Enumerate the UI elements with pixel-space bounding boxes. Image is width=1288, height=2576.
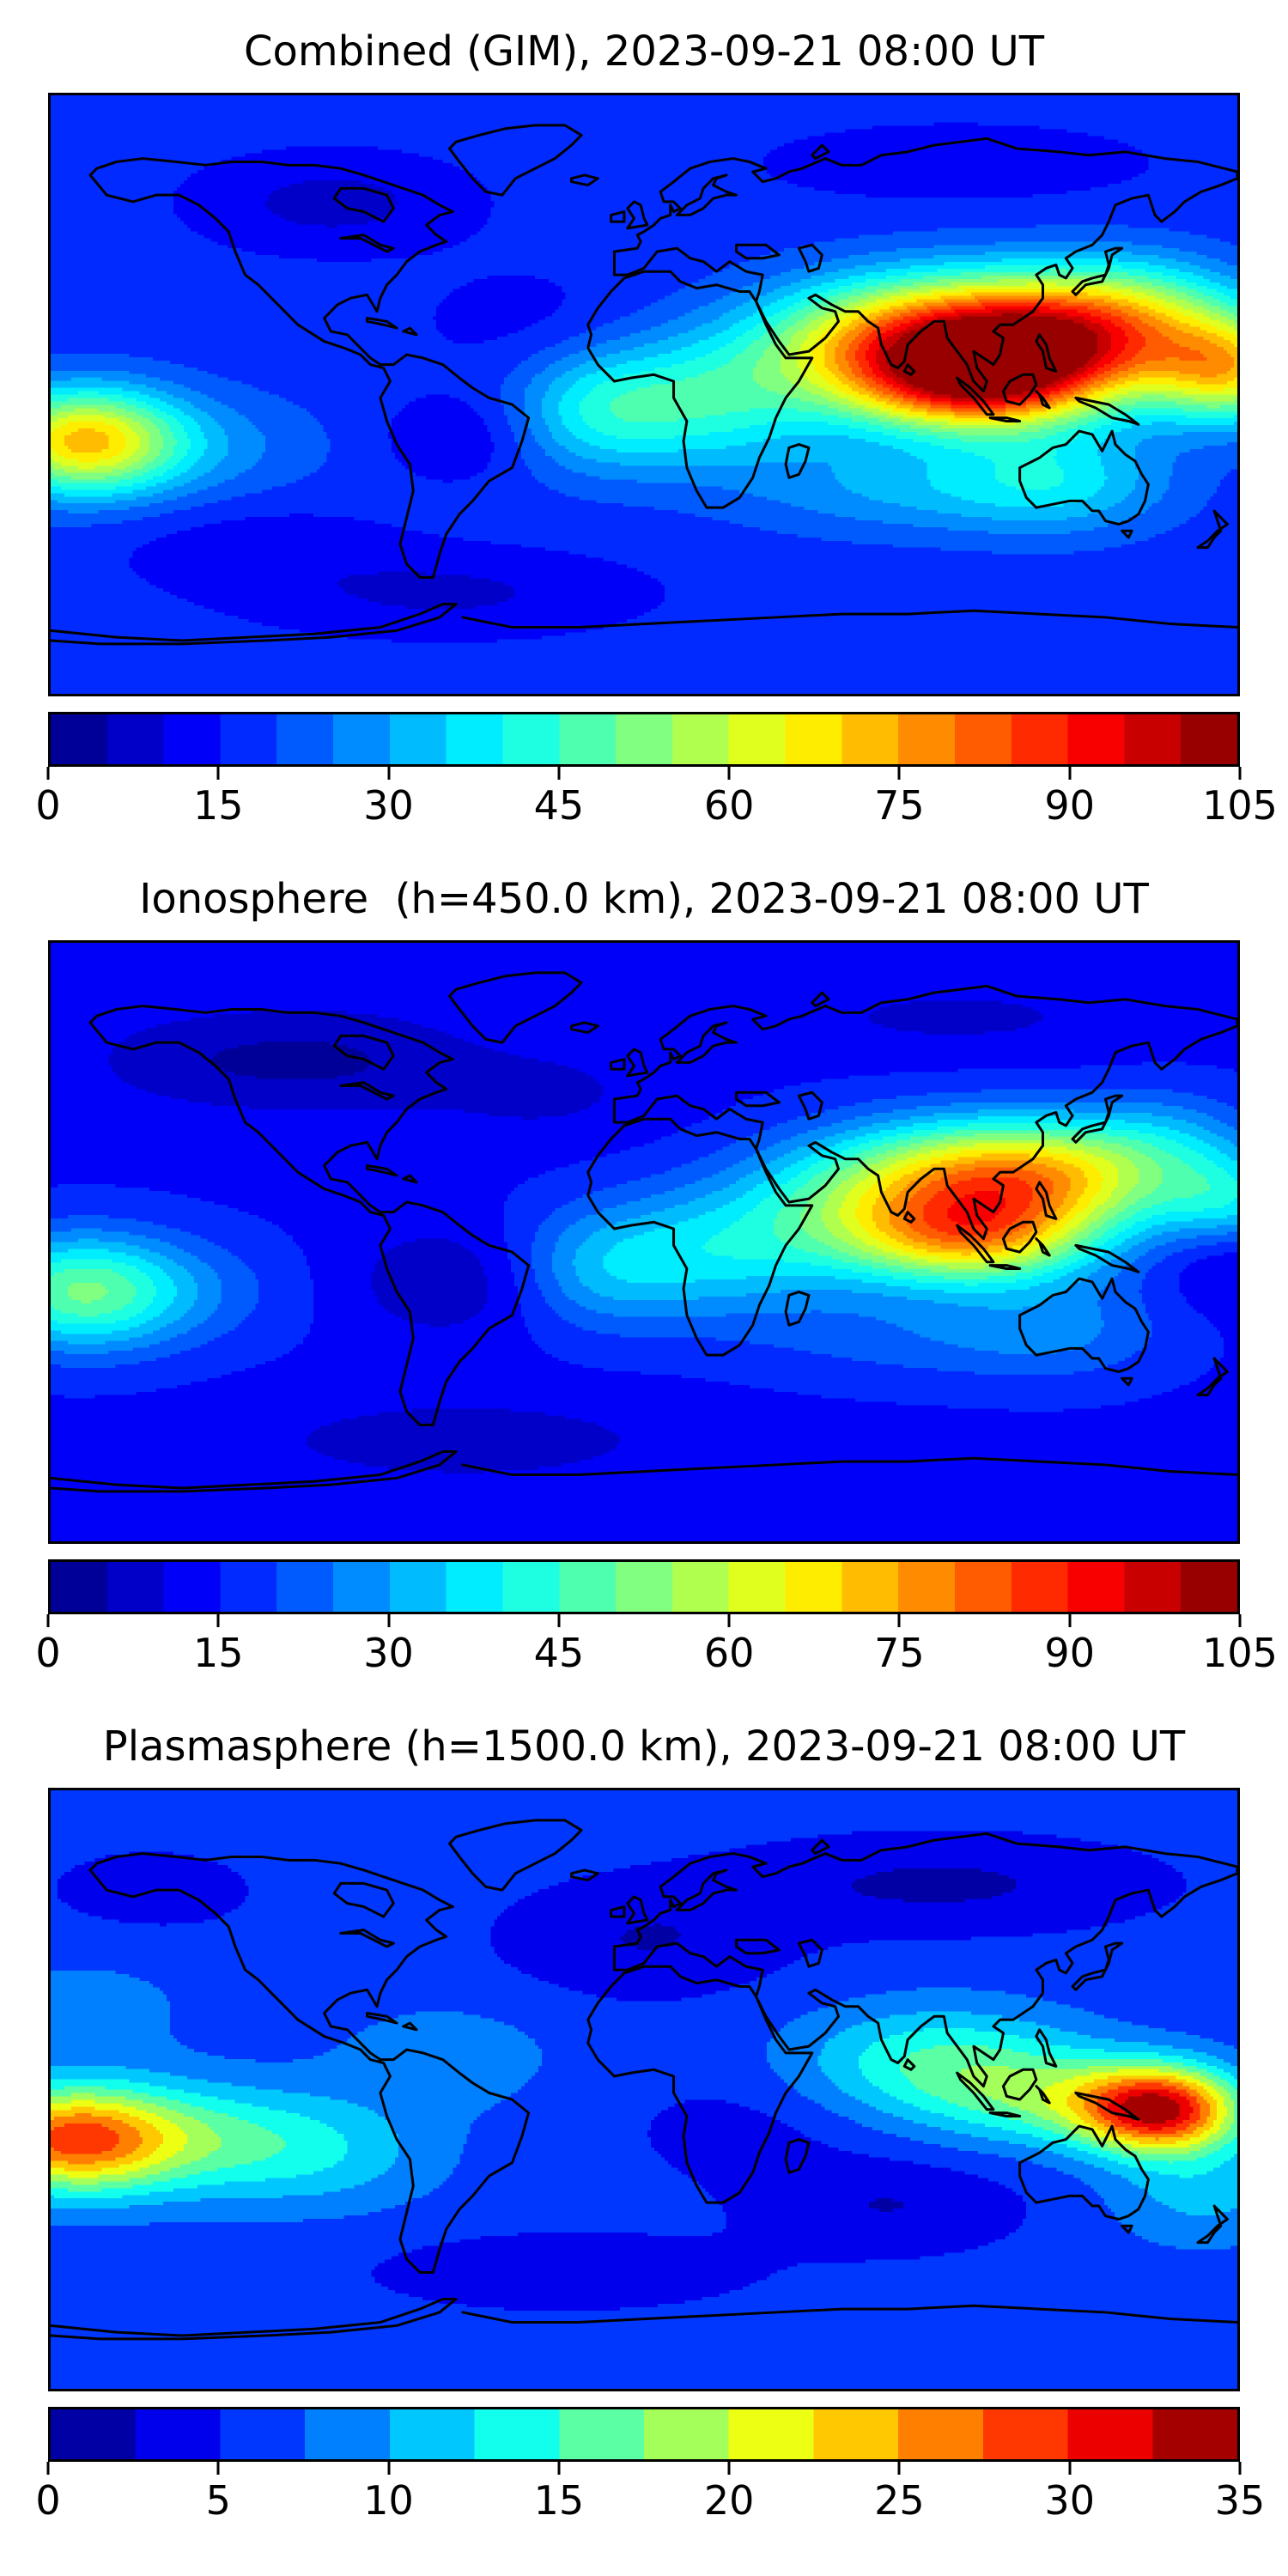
colorbar-tick [216, 2462, 220, 2475]
colorbar-axis-plasmasphere: 0 5 10 15 20 25 30 35 [35, 2462, 1265, 2534]
colorbar-tick [216, 1614, 220, 1627]
colorbar-tick-label: 30 [363, 782, 414, 829]
colorbar-tick [1068, 2462, 1072, 2475]
colorbar-tick [557, 2462, 561, 2475]
panel-title-combined: Combined (GIM), 2023-09-21 08:00 UT [243, 27, 1045, 76]
colorbar-tick [557, 1614, 561, 1627]
colorbar-tick-label: 30 [1044, 2477, 1095, 2524]
colorbar-tick-label: 0 [35, 2477, 61, 2524]
colorbar-tick-label: 0 [35, 1630, 61, 1676]
colorbar-tick-label: 90 [1044, 1630, 1095, 1676]
colorbar-tick-label: 5 [205, 2477, 231, 2524]
panel-plasmasphere: Plasmasphere (h=1500.0 km), 2023-09-21 0… [35, 1707, 1265, 2534]
world-map-ionosphere [48, 940, 1240, 1544]
colorbar-tick-label: 75 [874, 1630, 925, 1676]
colorbar-tick [1238, 2462, 1242, 2475]
colorbar-tick [46, 1614, 50, 1627]
colorbar-tick [46, 2462, 50, 2475]
coastlines-overlay [51, 1790, 1237, 2389]
colorbar-axis-combined: 0 15 30 45 60 75 90 105 [35, 767, 1278, 839]
coastline-path [51, 125, 1237, 644]
colorbar-tick [387, 1614, 391, 1627]
colorbar-tick [1238, 1614, 1242, 1627]
colorbar-tick [727, 1614, 731, 1627]
colorbar-axis-ionosphere: 0 15 30 45 60 75 90 105 [35, 1614, 1278, 1686]
colorbar-tick [387, 2462, 391, 2475]
colorbar-combined [48, 712, 1240, 767]
colorbar-ionosphere [48, 1559, 1240, 1614]
colorbar-tick-label: 15 [533, 2477, 585, 2524]
colorbar-tick [897, 2462, 901, 2475]
colorbar-plasmasphere [48, 2407, 1240, 2462]
colorbar-tick-label: 45 [533, 1630, 585, 1676]
colorbar-tick-label: 60 [703, 782, 755, 829]
colorbar-tick-label: 25 [874, 2477, 925, 2524]
colorbar-tick-label: 105 [1202, 782, 1278, 829]
world-map-combined [48, 93, 1240, 696]
colorbar-tick-label: 45 [533, 782, 585, 829]
colorbar-tick-label: 30 [363, 1630, 414, 1676]
colorbar-tick-label: 105 [1202, 1630, 1278, 1676]
colorbar-tick [727, 767, 731, 780]
colorbar-tick [1068, 767, 1072, 780]
colorbar-gradient-canvas [51, 1562, 1237, 1612]
colorbar-tick-label: 10 [363, 2477, 414, 2524]
colorbar-tick [897, 1614, 901, 1627]
colorbar-tick [727, 2462, 731, 2475]
colorbar-gradient-canvas [51, 2409, 1237, 2459]
coastline-path [51, 973, 1237, 1492]
colorbar-tick-label: 15 [193, 782, 244, 829]
colorbar-tick [46, 767, 50, 780]
coastlines-overlay [51, 95, 1237, 694]
colorbar-tick-label: 0 [35, 782, 61, 829]
colorbar-tick [216, 767, 220, 780]
colorbar-tick [1238, 767, 1242, 780]
colorbar-tick [557, 767, 561, 780]
colorbar-tick-label: 75 [874, 782, 925, 829]
colorbar-tick [897, 767, 901, 780]
colorbar-tick-label: 20 [703, 2477, 755, 2524]
panel-title-plasmasphere: Plasmasphere (h=1500.0 km), 2023-09-21 0… [102, 1722, 1186, 1771]
panel-combined: Combined (GIM), 2023-09-21 08:00 UT 0 15 3… [35, 12, 1278, 839]
panel-title-ionosphere: Ionosphere (h=450.0 km), 2023-09-21 08:0… [139, 875, 1149, 923]
colorbar-tick [387, 767, 391, 780]
colorbar-tick-label: 35 [1214, 2477, 1266, 2524]
colorbar-tick [1068, 1614, 1072, 1627]
coastline-path [51, 1820, 1237, 2339]
colorbar-tick-label: 90 [1044, 782, 1095, 829]
world-map-plasmasphere [48, 1788, 1240, 2391]
colorbar-gradient-canvas [51, 714, 1237, 764]
coastlines-overlay [51, 943, 1237, 1541]
panel-ionosphere: Ionosphere (h=450.0 km), 2023-09-21 08:0… [35, 860, 1278, 1686]
colorbar-tick-label: 60 [703, 1630, 755, 1676]
colorbar-tick-label: 15 [193, 1630, 244, 1676]
